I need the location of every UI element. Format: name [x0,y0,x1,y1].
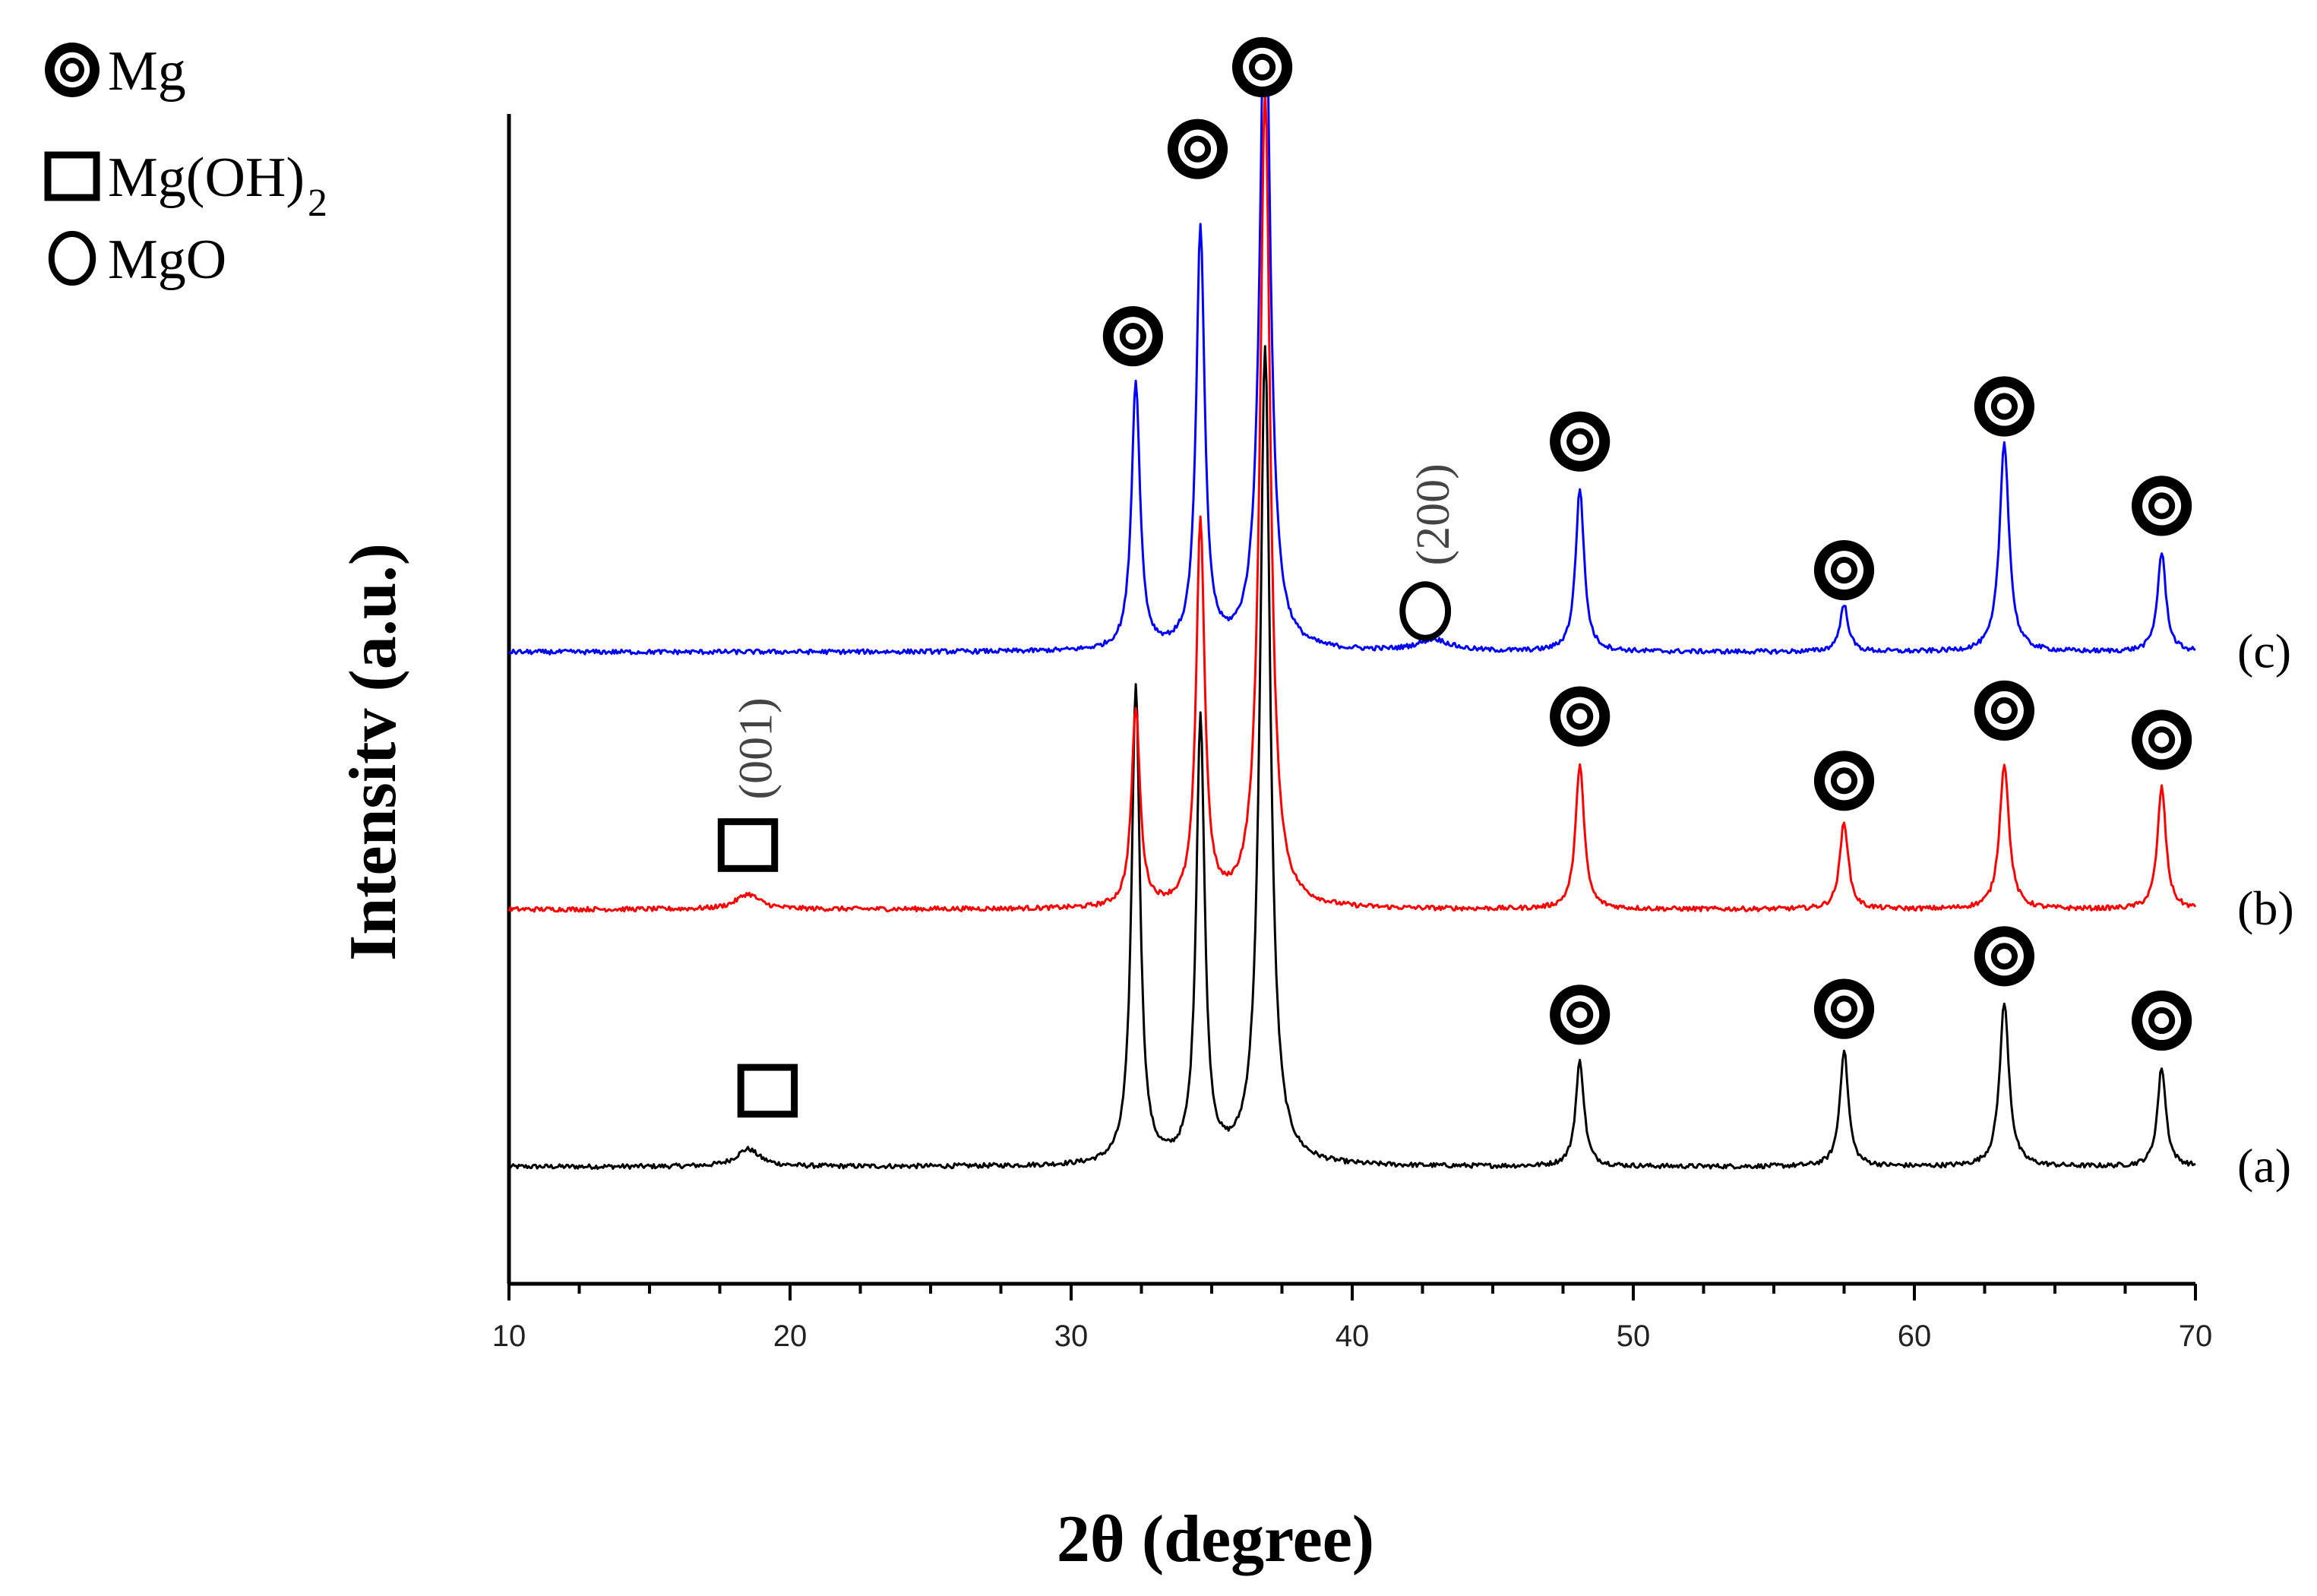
mg-peak-icon-hole [1836,562,1852,578]
x-axis-label: 2θ (degree) [1057,1503,1374,1576]
series-label: (c) [2237,624,2291,678]
series-label: (a) [2237,1139,2291,1193]
mgo-legend-icon [48,231,96,286]
mg-peak-icon-hole [2154,1013,2170,1029]
mg-peak-icon-hole [2154,732,2170,747]
mg-peak-icon-hole [1254,59,1270,75]
mg-peak-icon-hole [1573,709,1588,724]
mg-legend-icon-hole [65,63,79,77]
legend-label: MgO [108,229,226,291]
x-tick-label: 10 [492,1319,526,1353]
mg-peak-icon-hole [1190,141,1206,156]
legend-subscript: 2 [308,182,327,225]
series-line-a [507,345,2196,1171]
x-tick-label: 40 [1336,1319,1370,1353]
mg-oh2-legend-icon [44,151,100,201]
legend: Mg Mg(OH) 2 MgO [44,40,327,291]
legend-label: Mg [108,40,186,103]
peak-index-label: (200) [1408,463,1459,565]
mg-peak-icon-hole [1573,434,1588,449]
mg-oh2-peak-icon [717,818,779,872]
mg-peak-icon-hole [1996,399,2012,414]
x-tick-label: 50 [1617,1319,1651,1353]
mg-peak-icon-hole [1125,328,1141,344]
peak-index-label: (001) [731,697,782,799]
x-tick-label: 20 [773,1319,808,1353]
mg-peak-icon-hole [1573,1007,1588,1022]
series-label: (b) [2237,881,2294,935]
mg-peak-icon-hole [1836,773,1852,789]
mg-peak-icon-hole [2154,498,2170,514]
legend-label: Mg(OH) [108,147,305,209]
mg-oh2-peak-icon [737,1063,798,1118]
mg-peak-icon-hole [1836,1001,1852,1016]
mgo-peak-icon [1399,581,1452,641]
mg-peak-icon-hole [1996,703,2012,719]
y-axis-label: Intensitv (a.u.) [337,543,410,961]
annotation-layer: (001) (200) [717,36,2192,1118]
x-tick-label: 70 [2179,1319,2213,1353]
series-layer: (a) (b) (c) [507,44,2294,1193]
series-line-b [507,88,2197,913]
x-tick-label: 60 [1898,1319,1932,1353]
mg-peak-icon-hole [1996,949,2012,964]
x-tick-label: 30 [1054,1319,1089,1353]
axes: 10 20 30 40 50 60 70 [492,114,2213,1353]
series-line-c [508,44,2196,656]
